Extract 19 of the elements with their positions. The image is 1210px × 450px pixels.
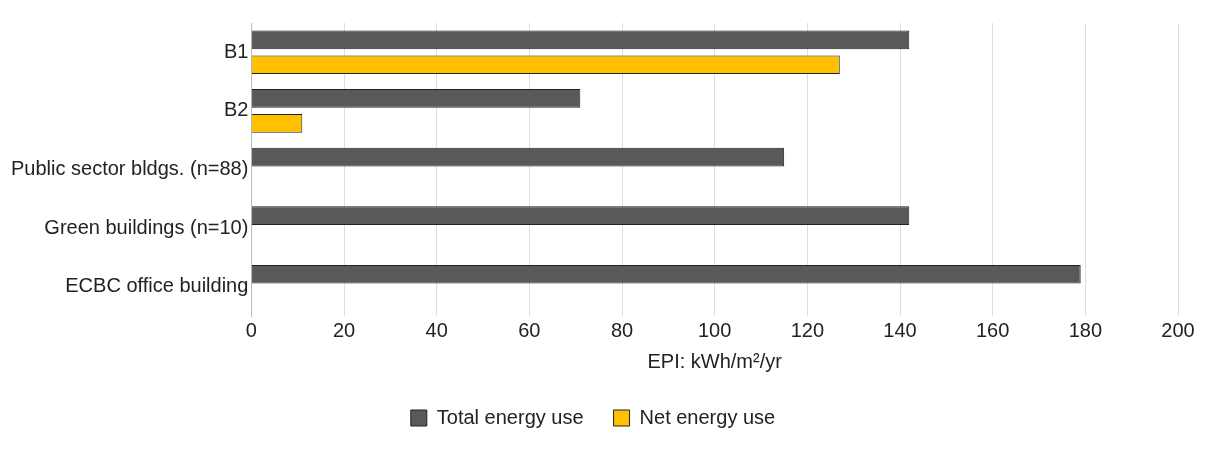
x-tick-label: 80 — [610, 318, 634, 341]
y-tick-label: ECBC office building — [65, 274, 249, 297]
x-tick-label: 40 — [425, 318, 448, 341]
x-tick-label: 140 — [883, 318, 917, 341]
x-tick-label: 60 — [518, 318, 541, 341]
y-tick-label: Green buildings (n=10) — [44, 215, 249, 238]
x-tick-label: 100 — [697, 318, 732, 341]
x-tick-label: 200 — [1161, 318, 1195, 341]
y-tick-label: B1 — [223, 39, 249, 62]
x-tick-label: 20 — [332, 318, 356, 341]
y-tick-label: B2 — [223, 98, 249, 121]
x-tick-label: 180 — [1068, 318, 1103, 341]
x-axis-title: EPI: kWh/m²/yr — [647, 349, 783, 372]
y-tick-label: Public sector bldgs. (n=88) — [11, 157, 249, 180]
x-tick-label: 0 — [245, 318, 257, 341]
x-tick-label: 120 — [790, 318, 825, 341]
x-tick-label: 160 — [975, 318, 1010, 341]
legend-label: Total energy use — [436, 405, 584, 428]
legend-label: Net energy use — [639, 405, 776, 428]
